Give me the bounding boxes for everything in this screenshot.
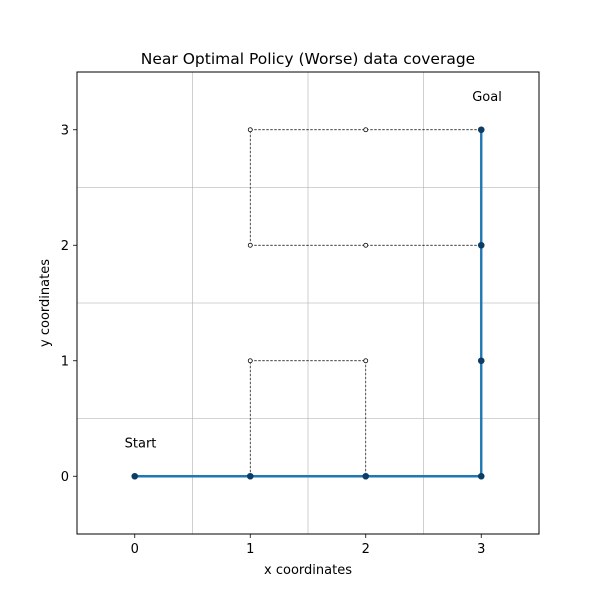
annotation-goal-label: Goal [472,90,502,105]
filled-marker [477,126,485,134]
filled-marker [246,472,254,480]
annotation-start-label: Start [125,436,157,451]
y-tick-label: 3 [61,123,69,138]
filled-marker [477,472,485,480]
hollow-marker [247,242,253,248]
hollow-marker [363,358,369,364]
y-tick-label: 2 [61,239,69,254]
filled-marker [362,472,370,480]
x-tick-label: 0 [131,542,139,557]
filled-marker [477,357,485,365]
grid-layer [77,72,539,534]
x-tick-label: 2 [362,542,370,557]
y-axis-title: y coordinates [38,259,53,347]
y-tick-label: 1 [61,354,69,369]
x-tick-label: 1 [246,542,254,557]
hollow-marker [363,127,369,133]
filled-marker [131,472,139,480]
plot-area-frame [76,71,540,535]
hollow-marker [247,358,253,364]
hollow-marker [363,242,369,248]
chart-title: Near Optimal Policy (Worse) data coverag… [141,50,475,68]
x-tick-label: 3 [477,542,485,557]
x-axis-title: x coordinates [264,563,352,578]
filled-marker [477,241,485,249]
tick-layer: 0 1 2 3 0 1 2 3 [61,123,486,557]
y-tick-label: 0 [61,470,69,485]
annotation-layer: Start Goal [125,90,502,452]
marker-layer [131,126,485,480]
hollow-marker [247,127,253,133]
